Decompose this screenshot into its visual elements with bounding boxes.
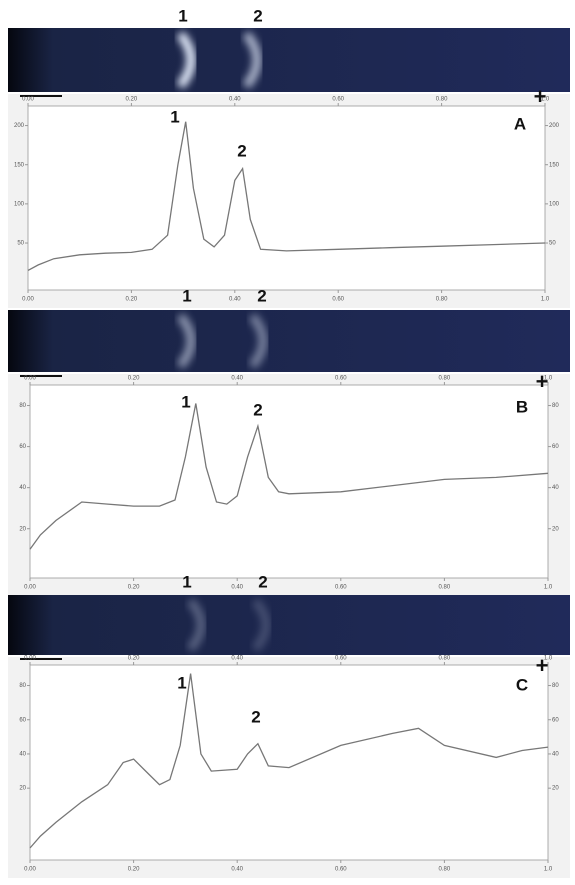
gel-band-label: 1 xyxy=(182,286,191,305)
y-tick-label: 60 xyxy=(19,444,26,450)
x-tick-label: 0.40 xyxy=(231,867,243,873)
top-x-tick-label: 0.60 xyxy=(335,656,347,662)
top-x-tick-label: 0.60 xyxy=(335,376,347,382)
top-x-tick-label: 0.80 xyxy=(439,376,451,382)
y2-tick-label: 80 xyxy=(552,683,559,689)
y-tick-label: 150 xyxy=(14,162,25,168)
trace-line xyxy=(29,673,549,849)
trace-line xyxy=(27,121,546,271)
x-tick-label: 0.20 xyxy=(126,297,138,303)
trace-line xyxy=(29,403,549,550)
y2-tick-label: 50 xyxy=(549,241,556,247)
x-tick-label: 0.80 xyxy=(439,585,451,591)
top-x-tick-label: 0.80 xyxy=(439,656,451,662)
top-x-tick-label: 0.80 xyxy=(436,97,448,103)
gel-band xyxy=(242,31,262,89)
polarity-sign: + xyxy=(534,84,547,109)
top-x-tick-label: 0.00 xyxy=(22,97,34,103)
top-x-tick-label: 0.00 xyxy=(24,376,36,382)
peak-label: 1 xyxy=(177,673,186,692)
top-x-tick-label: 1.0 xyxy=(544,376,553,382)
y2-tick-label: 80 xyxy=(552,403,559,409)
x-tick-label: 0.40 xyxy=(229,297,241,303)
y-tick-label: 40 xyxy=(19,752,26,758)
top-x-tick-label: 0.20 xyxy=(128,656,140,662)
x-tick-label: 0.80 xyxy=(436,297,448,303)
peak-label: 2 xyxy=(253,400,262,419)
x-tick-label: 0.00 xyxy=(24,585,36,591)
peak-label: 2 xyxy=(251,707,260,726)
gel-band xyxy=(176,31,196,89)
y-tick-label: 50 xyxy=(17,241,24,247)
top-x-tick-label: 0.40 xyxy=(229,97,241,103)
x-tick-label: 0.20 xyxy=(128,867,140,873)
top-x-tick-label: 0.20 xyxy=(128,376,140,382)
plot-area xyxy=(27,105,546,291)
gel-band xyxy=(248,313,268,369)
gel-band xyxy=(186,597,206,653)
plot-area xyxy=(29,384,549,579)
y2-tick-label: 60 xyxy=(552,444,559,450)
peak-label: 1 xyxy=(170,107,179,126)
y2-tick-label: 20 xyxy=(552,786,559,792)
x-tick-label: 0.60 xyxy=(335,867,347,873)
x-tick-label: 0.80 xyxy=(439,867,451,873)
y2-tick-label: 20 xyxy=(552,526,559,532)
y-tick-label: 40 xyxy=(19,485,26,491)
top-x-tick-label: 0.40 xyxy=(231,656,243,662)
y-tick-label: 80 xyxy=(19,403,26,409)
x-tick-label: 0.00 xyxy=(22,297,34,303)
gel-band-label: 1 xyxy=(178,6,187,25)
top-x-tick-label: 1.0 xyxy=(544,656,553,662)
y2-tick-label: 100 xyxy=(549,201,560,207)
x-tick-label: 1.0 xyxy=(541,297,550,303)
peak-label: 2 xyxy=(237,141,246,160)
polarity-sign: + xyxy=(536,653,549,678)
polarity-sign: + xyxy=(536,369,549,394)
top-x-tick-label: 1.0 xyxy=(541,97,550,103)
panel-label: A xyxy=(514,114,526,133)
panel-label: C xyxy=(516,675,528,694)
gel-band xyxy=(251,597,271,653)
y-tick-label: 200 xyxy=(14,123,25,129)
gel-band-label: 2 xyxy=(258,572,267,591)
y-tick-label: 20 xyxy=(19,526,26,532)
x-tick-label: 0.60 xyxy=(335,585,347,591)
top-x-tick-label: 0.40 xyxy=(231,376,243,382)
peak-label: 1 xyxy=(181,392,190,411)
plot-area xyxy=(29,664,549,861)
top-x-tick-label: 0.20 xyxy=(126,97,138,103)
y2-tick-label: 40 xyxy=(552,752,559,758)
y2-tick-label: 200 xyxy=(549,123,560,129)
y-tick-label: 20 xyxy=(19,786,26,792)
gel-image xyxy=(8,28,570,92)
gel-band-label: 1 xyxy=(182,572,191,591)
top-x-tick-label: 0.00 xyxy=(24,656,36,662)
x-tick-label: 0.00 xyxy=(24,867,36,873)
x-tick-label: 0.40 xyxy=(231,585,243,591)
y-tick-label: 60 xyxy=(19,717,26,723)
y2-tick-label: 150 xyxy=(549,162,560,168)
y2-tick-label: 40 xyxy=(552,485,559,491)
x-tick-label: 1.0 xyxy=(544,585,553,591)
gel-band-label: 2 xyxy=(253,6,262,25)
y-tick-label: 80 xyxy=(19,683,26,689)
y-tick-label: 100 xyxy=(14,201,25,207)
panel-label: B xyxy=(516,397,528,416)
x-tick-label: 1.0 xyxy=(544,867,553,873)
gel-image xyxy=(8,310,570,372)
gel-image xyxy=(8,595,570,655)
top-x-tick-label: 0.60 xyxy=(332,97,344,103)
gel-band xyxy=(176,313,196,369)
gel-band-label: 2 xyxy=(257,286,266,305)
x-tick-label: 0.60 xyxy=(332,297,344,303)
y2-tick-label: 60 xyxy=(552,717,559,723)
x-tick-label: 0.20 xyxy=(128,585,140,591)
